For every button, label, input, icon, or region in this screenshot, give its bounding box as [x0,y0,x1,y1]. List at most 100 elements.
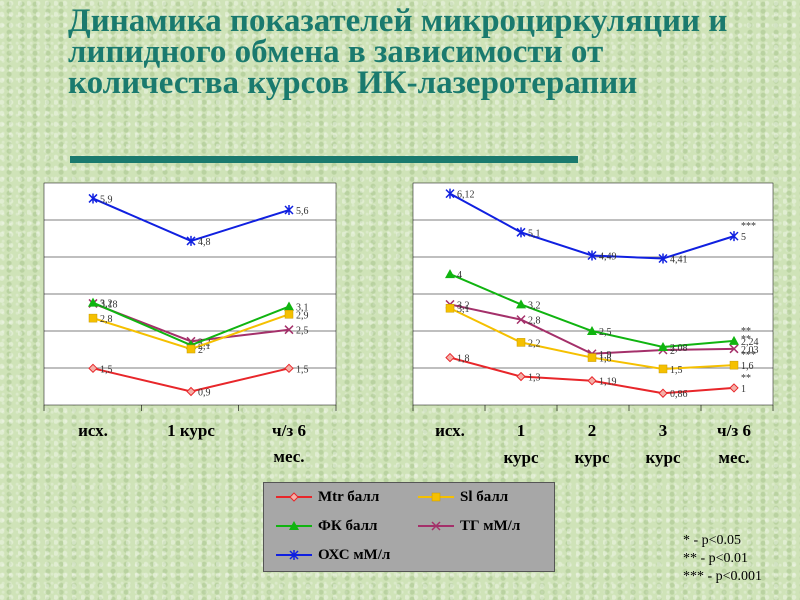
legend-label: Mtr балл [318,489,380,505]
diamond-icon [276,492,312,502]
x-tick-label: 2 курс [574,421,610,467]
title-underline [70,156,578,163]
data-label: 2,2 [198,337,211,348]
data-point-fk [729,335,739,345]
data-label: 0,9 [198,387,211,398]
triangle-icon [276,521,312,530]
significance-mark: ** [741,326,751,337]
data-label: 5,9 [100,194,113,205]
data-point-fk [516,299,526,309]
x-tick-label: 1 курс [503,421,539,467]
data-label: 5,6 [296,206,309,217]
data-label: 2 [198,345,203,356]
data-point-mtr [445,352,455,363]
data-label: 1 [741,384,746,395]
data-point-fk [284,301,294,311]
significance-mark: *** [741,221,756,232]
data-point-oxs [516,227,526,238]
data-point-oxs [658,253,668,264]
data-label: 2,03 [741,345,759,356]
data-point-mtr [88,363,98,374]
data-label: 2,5 [296,326,309,337]
data-label: 1,19 [599,377,617,388]
data-label: 1,5 [670,365,683,376]
data-label: 1,5 [296,364,309,375]
data-label: 3,2 [528,300,541,311]
data-label: 1,6 [741,361,754,372]
legend: Mtr балл Sl балл ФК балл ТГ мМ/л ОХС мМ/л [263,482,555,572]
x-icon [418,521,454,531]
data-label: 2,5 [599,327,612,338]
data-label: 2 [670,346,675,357]
x-tick-label: 1 курс [167,421,215,440]
data-point-sl [729,360,739,370]
data-point-mtr [729,383,739,393]
data-label: 2,08 [670,343,688,354]
legend-label: ОХС мМ/л [318,547,391,563]
data-label: 2,24 [741,337,759,348]
data-label: 2,2 [528,338,541,349]
data-point-mtr [284,363,294,374]
sig-line: * - p<0.05 [683,533,742,548]
data-point-mtr [658,388,668,398]
data-point-oxs [587,250,597,261]
data-point-tg [729,344,739,354]
data-point-fk [658,341,668,351]
data-point-sl [284,310,294,319]
page-title: Динамика показателей микроциркуляции и л… [68,3,728,101]
data-label: 3,2 [100,299,113,310]
significance-mark: ** [741,334,751,345]
data-point-sl [88,313,98,323]
data-point-fk [587,326,597,335]
data-label: 3,2 [457,300,470,311]
data-point-tg [516,315,526,325]
data-point-mtr [587,376,597,386]
data-label: 1,8 [457,354,470,365]
x-tick-label: 3 курс [645,421,681,467]
data-point-oxs [445,188,455,199]
data-point-sl [516,338,526,347]
data-point-oxs [729,231,739,242]
x-tick-label: исх. [78,421,108,440]
data-label: 5,1 [528,228,541,239]
data-point-sl [658,364,668,374]
data-label: 0,86 [670,389,688,400]
data-point-oxs [88,193,98,204]
data-point-sl [587,353,597,362]
x-tick-label: ч/з 6 мес. [717,421,751,467]
legend-label: Sl балл [460,489,509,505]
data-label: 3,1 [457,304,470,315]
data-label: 2,8 [528,316,541,327]
data-label: 6,12 [457,190,475,201]
data-label: 1,8 [599,354,612,365]
data-point-sl [445,303,455,313]
data-label: 4,49 [599,251,617,262]
data-label: 2,8 [100,314,113,325]
data-point-mtr [516,371,526,382]
data-label: 3,1 [296,303,309,314]
data-label: 1,3 [528,373,541,384]
x-tick-label: исх. [435,421,465,440]
data-point-tg [284,325,294,335]
data-point-sl [186,344,196,354]
legend-label: ФК балл [318,518,378,534]
data-point-mtr [186,386,196,397]
sig-line: ** - p<0.01 [683,551,749,566]
significance-note: * - p<0.05 ** - p<0.01 *** - p<0.001 [683,532,762,586]
legend-label: ТГ мМ/л [460,518,521,534]
data-label: 2,9 [296,310,309,321]
data-label: 5 [741,232,746,243]
data-label: 3,18 [100,299,118,310]
data-label: 1,9 [599,350,612,361]
data-point-fk [445,269,455,279]
significance-mark: ** [741,373,751,384]
line-chart-1: 5,9 4,8 5,6 3,18 2,2 2,5 3,2 2,1 3,1 2,8 2 2,9 1,5 0,… [43,182,337,466]
data-point-oxs [284,205,294,216]
data-point-oxs [186,235,196,246]
significance-mark: *** [741,350,756,361]
line-chart-2: 6,12 5,1 4,49 4,41 5 3,2 2,8 1,9 2 2,03 4 3,2 2,5 2,0… [412,182,774,467]
data-label: 4 [457,270,462,281]
data-label: 2,1 [198,341,211,352]
x-tick-label: ч/з 6 мес. [272,421,306,466]
